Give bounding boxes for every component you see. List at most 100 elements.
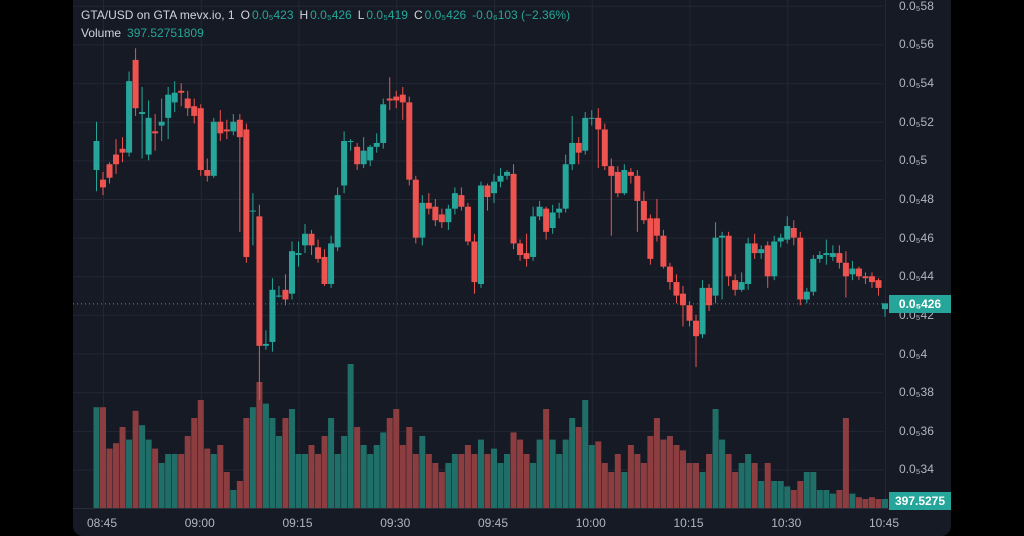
candle-body [679,293,686,306]
candle-body [614,171,621,194]
candle-body [562,164,569,209]
volume-bar [210,454,217,508]
candle-body [549,212,556,228]
volume-bar [354,427,361,508]
volume-bar [666,436,673,508]
volume-bar [797,481,804,508]
candle-body [693,320,700,337]
chart-panel[interactable]: GTA/USD on GTA mevx.io, 1 O 0.0₅423 H 0.0₅… [73,0,951,536]
volume-bar [719,439,726,508]
symbol-title[interactable]: GTA/USD on GTA mevx.io, 1 [81,8,235,22]
low-pair: L 0.0₅419 [358,6,408,24]
candle-body [308,233,315,246]
high-label: H [299,8,309,22]
candle-body [706,287,713,306]
volume-bar [627,445,634,508]
candle-body [236,119,243,138]
candle-body [836,253,843,263]
candle-body [842,262,849,277]
volume-bar [295,454,302,508]
price-tick-label: 0.0₅48 [899,191,934,206]
volume-bar [249,407,256,508]
volume-bar [360,445,367,508]
volume-bar [93,407,100,508]
candle-body [855,268,862,277]
volume-bar [386,418,393,508]
candle-body [686,305,693,321]
candle-body [595,117,602,130]
volume-bar [425,454,432,508]
candle-body [868,276,875,283]
volume-label[interactable]: Volume [81,26,122,40]
candle-body [543,208,550,232]
price-chart[interactable] [73,0,951,536]
candle-body [497,175,504,182]
time-tick-label: 10:00 [575,516,606,530]
candle-body [666,266,673,283]
volume-bar [315,454,322,508]
price-tick-label: 0.0₅4 [899,346,928,361]
volume-bar [262,403,269,508]
volume-bar [223,472,230,508]
change-value: -0.0₆103 (−2.36%) [472,8,571,22]
candle-body [373,142,380,147]
volume-bar [868,497,875,508]
candle-body [582,117,589,151]
candle-body [217,121,224,134]
volume-bar [829,493,836,508]
candle-body [471,241,478,283]
candle-body [608,166,615,176]
candle-body [165,94,172,118]
volume-bar [243,418,250,508]
candle-body [875,280,882,288]
candle-body [126,81,133,153]
close-label: C [413,8,423,22]
price-tick-label: 0.0₅46 [899,230,934,245]
volume-bar [484,454,491,508]
volume-bar [106,448,113,508]
candle-body [360,150,367,165]
volume-bar [614,454,621,508]
time-tick-label: 09:30 [380,516,411,530]
candle-body [484,185,491,198]
volume-bar [341,436,348,508]
price-tick-label: 0.0₅58 [899,0,934,13]
candle-body [536,206,543,217]
volume-bar [601,463,608,508]
candle-body [197,108,204,171]
candle-body [302,233,309,246]
chart-legend: GTA/USD on GTA mevx.io, 1 O 0.0₅423 H 0.0₅… [81,6,570,42]
candle-body [738,282,745,290]
candle-body [438,214,445,223]
candle-body [230,121,237,132]
candle-body [204,170,211,176]
candle-body [275,295,282,297]
volume-bar [582,400,589,508]
candle-body [458,195,465,207]
volume-bar [288,409,295,508]
volume-bar [308,445,315,508]
volume-bar [217,445,224,508]
volume-bar [432,463,439,508]
volume-bar [269,418,276,508]
volume-bar [653,418,660,508]
candle-body [419,202,426,238]
volume-bar [145,439,152,508]
volume-bar [862,499,869,508]
candle-body [745,243,752,285]
candle-body [569,142,576,165]
volume-bar [438,472,445,508]
volume-bar [139,425,146,508]
candle-body [432,206,439,221]
volume-bar [732,472,739,508]
candle-body [751,243,758,254]
volume-bar [399,445,406,508]
volume-bar [171,454,178,508]
candle-body [660,235,667,267]
candle-body [491,181,497,194]
volume-bar [588,445,595,508]
volume-bar [849,493,856,508]
candle-body [829,253,836,257]
candle-body [634,175,641,201]
candle-body [451,193,458,209]
